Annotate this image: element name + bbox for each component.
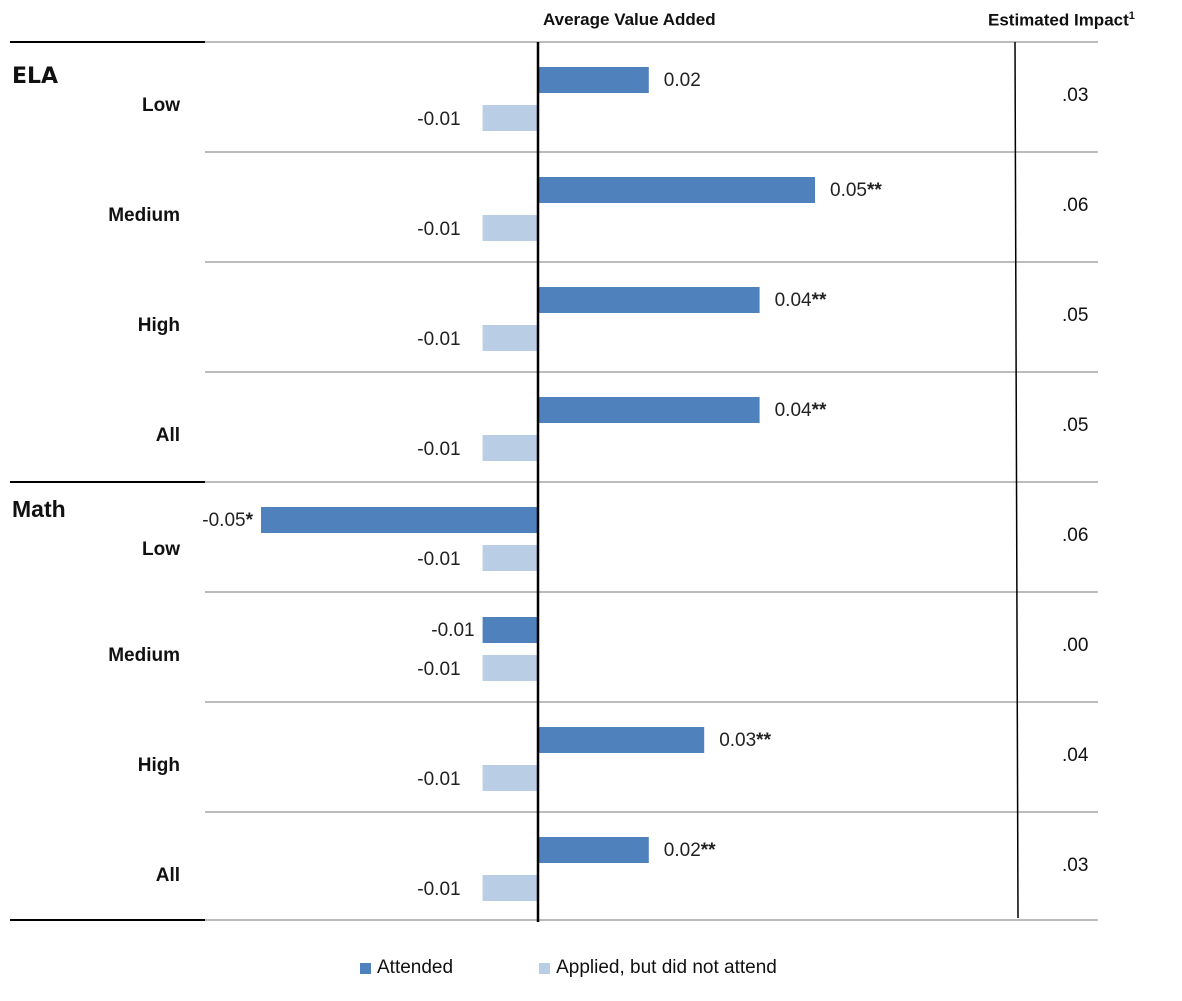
bar-applied <box>482 215 538 241</box>
significance-marker: ** <box>812 400 827 421</box>
bar-attended <box>538 67 649 93</box>
estimated-impact-header-text: Estimated Impact <box>988 10 1129 30</box>
legend-label-attended: Attended <box>377 957 454 978</box>
bar-applied <box>482 765 538 791</box>
estimated-impact-value: .00 <box>1062 635 1089 656</box>
average-value-added-header: Average Value Added <box>543 10 716 29</box>
significance-marker: ** <box>812 290 827 311</box>
estimated-impact-value: .03 <box>1062 85 1089 106</box>
label-attended: 0.04** <box>775 290 827 311</box>
label-attended: -0.05* <box>202 510 253 531</box>
row-label: Medium <box>108 205 180 226</box>
group-title-ela: ELA <box>12 64 59 89</box>
estimated-impact-value: .03 <box>1062 855 1089 876</box>
bar-attended <box>482 617 538 643</box>
significance-marker: * <box>246 510 254 531</box>
bar-attended <box>538 837 649 863</box>
row-label: Low <box>142 95 180 116</box>
estimated-impact-value: .06 <box>1062 195 1089 216</box>
row-label: All <box>155 865 180 886</box>
group-title-math: Math <box>12 496 66 522</box>
bar-attended <box>538 397 760 423</box>
footnote-marker: 1 <box>1128 10 1135 22</box>
bar-applied <box>482 105 538 131</box>
label-attended: -0.01 <box>431 620 474 641</box>
label-applied: -0.01 <box>417 439 460 460</box>
row-label: Low <box>142 539 180 560</box>
bar-attended <box>261 507 538 533</box>
label-applied: -0.01 <box>417 549 460 570</box>
bar-attended <box>538 177 815 203</box>
label-applied: -0.01 <box>417 769 460 790</box>
legend: Attended Applied, but did not attend <box>360 957 777 979</box>
estimated-impact-value: .06 <box>1062 525 1089 546</box>
bar-applied <box>482 545 538 571</box>
label-applied: -0.01 <box>417 109 460 130</box>
legend-label-applied: Applied, but did not attend <box>556 957 777 978</box>
label-attended: 0.02 <box>664 70 701 91</box>
row-label: All <box>155 425 180 446</box>
estimated-impact-value: .05 <box>1062 415 1089 436</box>
significance-marker: ** <box>867 180 882 201</box>
legend-swatch-applied <box>539 962 551 974</box>
significance-marker: ** <box>701 840 716 861</box>
estimated-impact-value: .05 <box>1062 305 1089 326</box>
label-applied: -0.01 <box>417 219 460 240</box>
label-applied: -0.01 <box>417 329 460 350</box>
label-attended: 0.03** <box>719 730 771 751</box>
label-attended: 0.02** <box>664 840 716 861</box>
label-applied: -0.01 <box>417 659 460 680</box>
impact-column-divider <box>1014 41 1019 919</box>
label-applied: -0.01 <box>417 879 460 900</box>
bar-attended <box>538 727 705 753</box>
row-label: High <box>137 315 180 336</box>
estimated-impact-header: Estimated Impact1 <box>988 10 1135 31</box>
legend-swatch-attended <box>360 962 371 974</box>
row-label: High <box>137 755 180 776</box>
row-label: Medium <box>108 645 180 666</box>
label-attended: 0.04** <box>775 400 827 421</box>
bar-applied <box>482 435 538 461</box>
estimated-impact-value: .04 <box>1062 745 1089 766</box>
bar-applied <box>482 875 538 901</box>
label-attended: 0.05** <box>830 180 882 201</box>
bar-attended <box>538 287 760 313</box>
bar-applied <box>482 655 538 681</box>
significance-marker: ** <box>756 730 771 751</box>
bar-applied <box>482 325 538 351</box>
